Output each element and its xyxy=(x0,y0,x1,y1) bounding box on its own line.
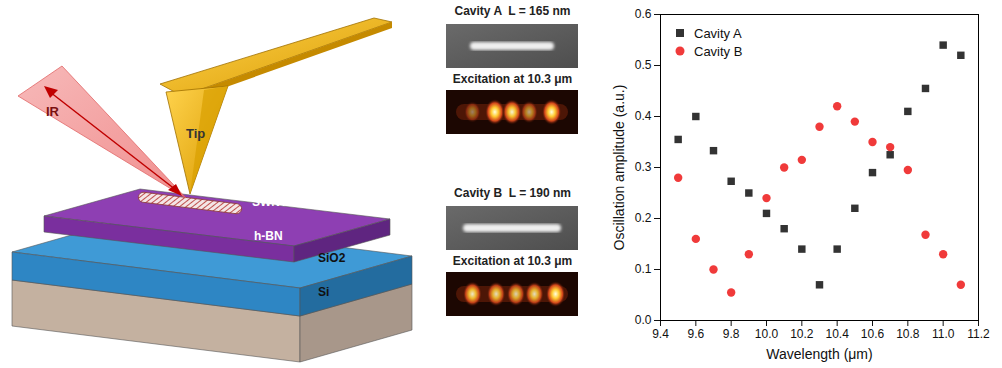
svg-text:0.2: 0.2 xyxy=(635,211,652,225)
svg-text:9.4: 9.4 xyxy=(652,327,669,341)
svg-text:11.2: 11.2 xyxy=(967,327,990,341)
html-text:Cavity B: Cavity B xyxy=(694,43,743,59)
svg-text:0.5: 0.5 xyxy=(635,58,652,72)
html-text:Excitation at 10.3 μm: Excitation at 10.3 μm xyxy=(452,72,573,86)
html-text:Cavity A: Cavity A xyxy=(694,25,742,41)
svg-text:11.0: 11.0 xyxy=(932,327,955,341)
svg-text:Tip: Tip xyxy=(186,126,205,141)
svg-text:10.4: 10.4 xyxy=(825,327,849,341)
html-text:Cavity A L = 165 nm: Cavity A L = 165 nm xyxy=(454,4,571,18)
svg-text:IR: IR xyxy=(46,104,60,119)
html-text:Cavity B L = 190 nm: Cavity B L = 190 nm xyxy=(454,186,571,200)
svg-text:0.6: 0.6 xyxy=(635,7,652,21)
svg-text:10.2: 10.2 xyxy=(790,327,814,341)
svg-text:SWNT: SWNT xyxy=(252,195,288,209)
svg-text:9.8: 9.8 xyxy=(723,327,740,341)
svg-text:Si: Si xyxy=(318,285,329,299)
svg-text:Wavelength (μm): Wavelength (μm) xyxy=(766,346,872,362)
svg-text:10.6: 10.6 xyxy=(861,327,885,341)
svg-text:10.8: 10.8 xyxy=(896,327,920,341)
svg-text:Oscillation amplitude (a.u.): Oscillation amplitude (a.u.) xyxy=(611,85,627,251)
svg-text:9.6: 9.6 xyxy=(687,327,704,341)
svg-text:0.1: 0.1 xyxy=(635,262,652,276)
svg-text:0.3: 0.3 xyxy=(635,160,652,174)
svg-text:SiO2: SiO2 xyxy=(318,251,346,265)
svg-text:0.0: 0.0 xyxy=(635,313,652,327)
svg-text:h-BN: h-BN xyxy=(254,229,283,243)
svg-text:0.4: 0.4 xyxy=(635,109,652,123)
html-text:Excitation at 10.3 μm: Excitation at 10.3 μm xyxy=(452,254,573,268)
svg-text:10.0: 10.0 xyxy=(755,327,779,341)
